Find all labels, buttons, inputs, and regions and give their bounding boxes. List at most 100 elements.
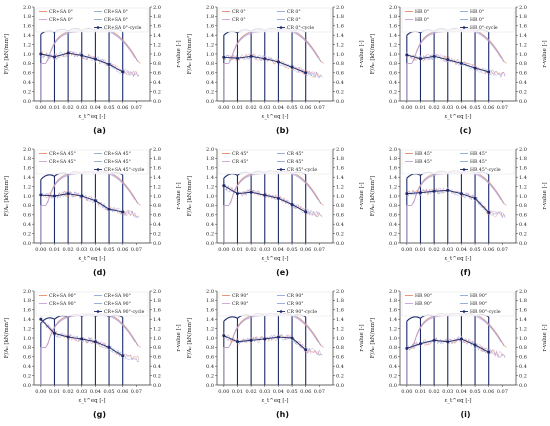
x-tick-label: 0.00 [401,389,412,395]
x-tick-label: 0.03 [259,105,270,111]
legend: CR+SA 90° CR+SA 90° CR+SA 90° CR+SA 90° CR+S… [35,291,149,317]
legend-label: CR 45° [232,159,249,165]
y2-tick-label: 1.0 [153,336,161,342]
chart-svg: 0.0 0.2 0.4 0.6 0.8 1.0 1.2 1.4 1.6 1.8 2.0 0.0 0.2 0… [369,5,548,120]
x-tick-label: 0.02 [429,389,440,395]
y2-tick-label: 1.2 [153,42,161,48]
y2-tick-label: 0.4 [153,222,161,228]
y-tick-label: 0.0 [206,383,214,389]
y-tick-label: 0.4 [206,364,214,370]
y2-tick-label: 0.4 [519,222,527,228]
chart-svg: 0.0 0.2 0.4 0.6 0.8 1.0 1.2 1.4 1.6 1.8 2.0 0.0 0.2 0… [3,147,182,262]
r-value-cycle-marker [473,343,477,347]
x-tick-label: 0.06 [300,389,311,395]
monotonic-stress-curve [223,312,324,385]
r-value-cycle-marker [459,192,463,196]
chart-panel-i: 0.0 0.2 0.4 0.6 0.8 1.0 1.2 1.4 1.6 1.8 2.0 0.0 0.2 0… [366,284,549,426]
y2-tick-label: 1.4 [153,175,161,181]
x-tick-label: 0.04 [456,389,467,395]
y-tick-label: 2.0 [206,147,214,153]
x-axis-label: ε_t^eq [-] [78,113,105,120]
legend-marker [462,310,466,313]
legend-box [35,149,149,175]
y-tick-label: 1.8 [23,156,31,162]
y2-tick-label: 0.8 [336,61,344,67]
legend-box [218,291,332,317]
r-value-trace [223,184,323,218]
legend-label: HR 0°-cycle [470,25,498,31]
y-tick-label: 0.6 [23,355,31,361]
x-tick-label: 0.02 [63,247,74,253]
y-tick-label: 1.4 [23,317,31,323]
legend-label: CR 0°-cycle [287,25,314,31]
y2-axis-label: r-value [-] [359,324,365,351]
y2-tick-label: 1.2 [153,184,161,190]
x-tick-label: 0.03 [259,247,270,253]
y-tick-label: 0.6 [389,213,397,219]
legend-marker [96,168,100,171]
x-tick-label: 0.00 [401,105,412,111]
r-value-cycle-marker [418,191,422,195]
cycle-stress-envelope [40,313,123,324]
r-value-trace [40,317,140,363]
y2-tick-label: 1.4 [336,33,344,39]
y2-tick-label: 1.6 [519,166,527,172]
legend-label: CR+SA 45° [104,159,131,165]
y-tick-label: 1.6 [206,166,214,172]
plot-area [39,170,141,243]
plot-area [39,312,141,385]
y2-tick-label: 1.4 [519,175,527,181]
monotonic-stress-curve [223,28,324,101]
x-tick-label: 0.05 [103,389,114,395]
x-tick-label: 0.05 [469,247,480,253]
y-tick-label: 1.8 [389,156,397,162]
y-tick-label: 1.0 [206,194,214,200]
y2-tick-label: 1.4 [153,317,161,323]
y-tick-label: 1.6 [389,308,397,314]
y2-tick-label: 1.0 [519,336,527,342]
x-tick-label: 0.07 [131,247,142,253]
legend-label: HR 45°-cycle [470,167,501,173]
x-tick-label: 0.02 [246,389,257,395]
y2-tick-label: 0.6 [519,213,527,219]
r-value-cycle-marker [121,354,125,358]
y-tick-label: 0.4 [23,222,31,228]
chart-svg: 0.0 0.2 0.4 0.6 0.8 1.0 1.2 1.4 1.6 1.8 2.0 0.0 0.2 0… [186,147,365,262]
y2-tick-label: 1.8 [153,14,161,20]
legend-label: HR 90° [470,293,487,299]
r-value-cycle-marker [93,199,97,203]
panel-caption: (i) [460,410,471,419]
panel-caption: (d) [92,268,107,277]
chart-svg: 0.0 0.2 0.4 0.6 0.8 1.0 1.2 1.4 1.6 1.8 2.0 0.0 0.2 0… [369,147,548,262]
x-tick-label: 0.00 [218,389,229,395]
x-tick-label: 0.00 [218,105,229,111]
x-tick-label: 0.00 [401,247,412,253]
plot-area [222,312,324,385]
legend-marker [279,168,283,171]
y2-tick-label: 2.0 [519,5,527,11]
r-value-cycle-marker [487,70,491,74]
y-tick-label: 0.2 [389,89,397,95]
y2-tick-label: 2.0 [153,289,161,295]
y-tick-label: 1.8 [389,298,397,304]
legend-label: CR+SA 90° [104,293,131,299]
chart-svg: 0.0 0.2 0.4 0.6 0.8 1.0 1.2 1.4 1.6 1.8 2.0 0.0 0.2 0… [369,289,548,404]
y2-tick-label: 2.0 [519,289,527,295]
legend-marker [96,310,100,313]
legend-label: CR 45° [287,151,304,157]
x-tick-label: 0.03 [442,389,453,395]
legend-label: CR 45°-cycle [287,167,317,173]
r-value-cycle-marker [290,202,294,206]
y2-tick-label: 0.2 [153,231,161,237]
x-tick-label: 0.05 [286,105,297,111]
legend-marker [462,168,466,171]
y2-tick-label: 1.6 [153,308,161,314]
y2-tick-label: 0.4 [153,80,161,86]
y-tick-label: 0.8 [206,345,214,351]
x-tick-label: 0.04 [273,105,284,111]
y2-tick-label: 1.0 [519,52,527,58]
x-tick-label: 0.06 [117,389,128,395]
y-tick-label: 0.2 [389,231,397,237]
y2-tick-label: 1.2 [519,326,527,332]
